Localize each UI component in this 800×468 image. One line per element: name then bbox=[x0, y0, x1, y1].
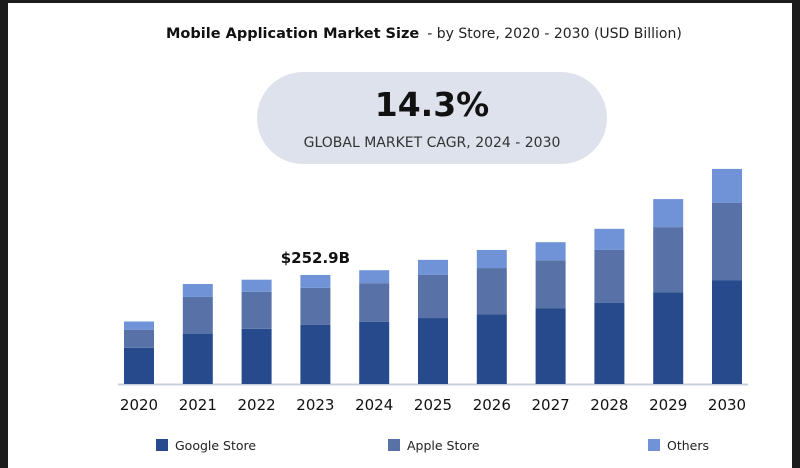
bar-google-store-2029 bbox=[653, 292, 684, 384]
bar-google-store-2022 bbox=[241, 328, 272, 384]
bar-apple-store-2023 bbox=[300, 287, 331, 325]
legend-label: Google Store bbox=[175, 438, 256, 453]
bar-apple-store-2024 bbox=[359, 283, 390, 322]
bar-google-store-2020 bbox=[124, 347, 154, 384]
x-tick-label: 2025 bbox=[414, 396, 452, 414]
x-tick-label: 2029 bbox=[649, 396, 687, 414]
legend: Google Store Apple Store Others bbox=[156, 438, 709, 453]
x-tick-labels: 2020 2021 2022 2023 2024 2025 2026 2027 2028 2029… bbox=[120, 396, 746, 414]
bar-others-2027 bbox=[535, 242, 566, 261]
cagr-value: 14.3% bbox=[375, 85, 490, 124]
x-tick-label: 2027 bbox=[532, 396, 570, 414]
bar-apple-store-2021 bbox=[182, 296, 213, 334]
x-tick-label: 2028 bbox=[590, 396, 628, 414]
x-tick-label: 2023 bbox=[296, 396, 334, 414]
bar-apple-store-2028 bbox=[594, 249, 625, 303]
x-tick-label: 2022 bbox=[238, 396, 276, 414]
bar-others-2030 bbox=[712, 168, 742, 203]
x-tick-label: 2021 bbox=[179, 396, 217, 414]
bar-others-2023 bbox=[300, 274, 331, 288]
cagr-label: GLOBAL MARKET CAGR, 2024 - 2030 bbox=[304, 135, 561, 151]
bar-others-2025 bbox=[418, 259, 448, 275]
cagr-badge bbox=[257, 72, 607, 164]
bar-google-store-2026 bbox=[476, 314, 507, 384]
bar-google-store-2023 bbox=[300, 324, 331, 384]
bar-google-store-2027 bbox=[535, 308, 566, 384]
bar-google-store-2024 bbox=[359, 321, 390, 384]
bar-google-store-2021 bbox=[182, 334, 213, 384]
bar-apple-store-2020 bbox=[124, 329, 154, 348]
legend-swatch bbox=[156, 439, 168, 451]
bar-google-store-2028 bbox=[594, 302, 625, 384]
bar-others-2029 bbox=[653, 199, 684, 228]
bar-others-2026 bbox=[476, 249, 507, 269]
bar-apple-store-2027 bbox=[535, 260, 566, 309]
bar-google-store-2025 bbox=[418, 318, 448, 384]
bar-apple-store-2030 bbox=[712, 202, 742, 281]
bar-google-store-2030 bbox=[712, 280, 742, 384]
bars bbox=[124, 168, 742, 384]
bar-others-2021 bbox=[182, 284, 213, 297]
legend-label: Apple Store bbox=[407, 438, 480, 453]
annotation-label: $252.9B bbox=[281, 249, 350, 267]
legend-swatch bbox=[388, 439, 400, 451]
legend-swatch bbox=[648, 439, 660, 451]
bar-others-2024 bbox=[359, 270, 390, 284]
chart-title: Mobile Application Market Size - by Store… bbox=[166, 26, 682, 42]
bar-apple-store-2026 bbox=[476, 268, 507, 315]
bar-others-2028 bbox=[594, 228, 625, 250]
x-tick-label: 2026 bbox=[473, 396, 511, 414]
x-tick-label: 2030 bbox=[708, 396, 746, 414]
bar-apple-store-2025 bbox=[418, 274, 448, 319]
legend-label: Others bbox=[667, 438, 709, 453]
bar-others-2022 bbox=[241, 279, 272, 292]
x-tick-label: 2024 bbox=[355, 396, 393, 414]
bar-apple-store-2029 bbox=[653, 227, 684, 293]
x-tick-label: 2020 bbox=[120, 396, 158, 414]
bar-apple-store-2022 bbox=[241, 291, 272, 329]
bar-others-2020 bbox=[124, 321, 154, 330]
